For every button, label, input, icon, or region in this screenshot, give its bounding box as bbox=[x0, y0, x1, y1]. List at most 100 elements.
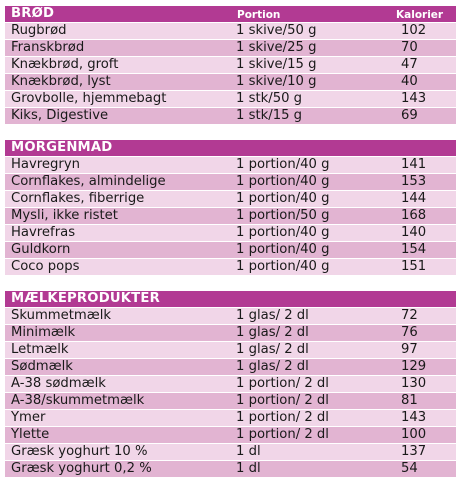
portion-size: 1 portion/40 g bbox=[236, 259, 330, 274]
calorie-value: 137 bbox=[401, 444, 427, 459]
portion-size: 1 portion/50 g bbox=[236, 208, 330, 223]
portion-size: 1 skive/15 g bbox=[236, 57, 317, 72]
food-name: Cornflakes, almindelige bbox=[11, 174, 166, 189]
portion-size: 1 glas/ 2 dl bbox=[236, 308, 309, 323]
table-row: Coco pops 1 portion/40 g 151 bbox=[5, 259, 456, 276]
table-row: Græsk yoghurt 0,2 % 1 dl 54 bbox=[5, 461, 456, 478]
portion-size: 1 portion/ 2 dl bbox=[236, 393, 329, 408]
food-name: Franskbrød bbox=[11, 40, 85, 55]
portion-size: 1 portion/ 2 dl bbox=[236, 410, 329, 425]
table-row: Kiks, Digestive 1 stk/15 g 69 bbox=[5, 108, 456, 125]
portion-size: 1 portion/40 g bbox=[236, 242, 330, 257]
calorie-value: 154 bbox=[401, 242, 427, 257]
section-header: MÆLKEPRODUKTER bbox=[5, 291, 456, 308]
food-name: Cornflakes, fiberrige bbox=[11, 191, 145, 206]
table-row: A-38/skummetmælk 1 portion/ 2 dl 81 bbox=[5, 393, 456, 410]
table-row: Græsk yoghurt 10 % 1 dl 137 bbox=[5, 444, 456, 461]
calories-column-header: Kalorier bbox=[396, 9, 444, 21]
food-name: Skummetmælk bbox=[11, 308, 112, 323]
food-name: Kiks, Digestive bbox=[11, 108, 109, 123]
calorie-value: 54 bbox=[401, 461, 418, 476]
section-morgenmad: MORGENMAD Havregryn 1 portion/40 g 141 C… bbox=[5, 140, 456, 276]
table-row: Sødmælk 1 glas/ 2 dl 129 bbox=[5, 359, 456, 376]
food-name: Havrefras bbox=[11, 225, 76, 240]
table-row: Havregryn 1 portion/40 g 141 bbox=[5, 157, 456, 174]
portion-size: 1 skive/25 g bbox=[236, 40, 317, 55]
calorie-value: 40 bbox=[401, 74, 418, 89]
calorie-value: 102 bbox=[401, 23, 427, 38]
table-row: Franskbrød 1 skive/25 g 70 bbox=[5, 40, 456, 57]
calorie-value: 100 bbox=[401, 427, 427, 442]
food-name: Ylette bbox=[11, 427, 50, 442]
section-title: MORGENMAD bbox=[11, 140, 113, 155]
calorie-value: 151 bbox=[401, 259, 427, 274]
section-maelkeprodukter: MÆLKEPRODUKTER Skummetmælk 1 glas/ 2 dl … bbox=[5, 291, 456, 478]
calorie-value: 143 bbox=[401, 91, 427, 106]
portion-size: 1 glas/ 2 dl bbox=[236, 342, 309, 357]
food-name: Græsk yoghurt 10 % bbox=[11, 444, 148, 459]
table-row: Rugbrød 1 skive/50 g 102 bbox=[5, 23, 456, 40]
table-row: Knækbrød, lyst 1 skive/10 g 40 bbox=[5, 74, 456, 91]
table-row: Mysli, ikke ristet 1 portion/50 g 168 bbox=[5, 208, 456, 225]
portion-size: 1 stk/15 g bbox=[236, 108, 303, 123]
food-name: Guldkorn bbox=[11, 242, 71, 257]
portion-size: 1 portion/40 g bbox=[236, 191, 330, 206]
portion-size: 1 portion/ 2 dl bbox=[236, 376, 329, 391]
portion-size: 1 glas/ 2 dl bbox=[236, 359, 309, 374]
portion-size: 1 glas/ 2 dl bbox=[236, 325, 309, 340]
calorie-value: 141 bbox=[401, 157, 427, 172]
calorie-value: 81 bbox=[401, 393, 418, 408]
calorie-value: 47 bbox=[401, 57, 418, 72]
table-row: A-38 sødmælk 1 portion/ 2 dl 130 bbox=[5, 376, 456, 393]
portion-size: 1 portion/40 g bbox=[236, 157, 330, 172]
food-name: A-38/skummetmælk bbox=[11, 393, 145, 408]
food-name: Coco pops bbox=[11, 259, 80, 274]
food-name: Havregryn bbox=[11, 157, 81, 172]
portion-size: 1 portion/40 g bbox=[236, 225, 330, 240]
table-row: Havrefras 1 portion/40 g 140 bbox=[5, 225, 456, 242]
portion-size: 1 dl bbox=[236, 444, 261, 459]
calorie-value: 69 bbox=[401, 108, 418, 123]
portion-size: 1 skive/10 g bbox=[236, 74, 317, 89]
table-row: Cornflakes, almindelige 1 portion/40 g 1… bbox=[5, 174, 456, 191]
calorie-value: 72 bbox=[401, 308, 418, 323]
table-row: Guldkorn 1 portion/40 g 154 bbox=[5, 242, 456, 259]
portion-size: 1 skive/50 g bbox=[236, 23, 317, 38]
table-row: Ymer 1 portion/ 2 dl 143 bbox=[5, 410, 456, 427]
portion-size: 1 stk/50 g bbox=[236, 91, 303, 106]
calorie-value: 130 bbox=[401, 376, 427, 391]
calorie-value: 153 bbox=[401, 174, 427, 189]
portion-size: 1 portion/ 2 dl bbox=[236, 427, 329, 442]
food-name: A-38 sødmælk bbox=[11, 376, 106, 391]
food-name: Knækbrød, groft bbox=[11, 57, 119, 72]
section-title: BRØD bbox=[11, 6, 55, 21]
table-row: Minimælk 1 glas/ 2 dl 76 bbox=[5, 325, 456, 342]
table-row: Skummetmælk 1 glas/ 2 dl 72 bbox=[5, 308, 456, 325]
calorie-value: 143 bbox=[401, 410, 427, 425]
section-header: MORGENMAD bbox=[5, 140, 456, 157]
table-row: Ylette 1 portion/ 2 dl 100 bbox=[5, 427, 456, 444]
food-name: Letmælk bbox=[11, 342, 69, 357]
portion-column-header: Portion bbox=[237, 9, 281, 21]
section-title: MÆLKEPRODUKTER bbox=[11, 291, 160, 306]
food-name: Knækbrød, lyst bbox=[11, 74, 111, 89]
calorie-value: 70 bbox=[401, 40, 418, 55]
food-name: Grovbolle, hjemmebagt bbox=[11, 91, 167, 106]
food-name: Mysli, ikke ristet bbox=[11, 208, 118, 223]
table-row: Knækbrød, groft 1 skive/15 g 47 bbox=[5, 57, 456, 74]
section-brod: BRØD Portion Kalorier Rugbrød 1 skive/50… bbox=[5, 6, 456, 125]
calorie-value: 140 bbox=[401, 225, 427, 240]
section-header: BRØD Portion Kalorier bbox=[5, 6, 456, 23]
calorie-value: 76 bbox=[401, 325, 418, 340]
food-name: Rugbrød bbox=[11, 23, 67, 38]
calorie-value: 144 bbox=[401, 191, 427, 206]
food-name: Minimælk bbox=[11, 325, 76, 340]
table-row: Grovbolle, hjemmebagt 1 stk/50 g 143 bbox=[5, 91, 456, 108]
calorie-value: 129 bbox=[401, 359, 427, 374]
table-row: Cornflakes, fiberrige 1 portion/40 g 144 bbox=[5, 191, 456, 208]
portion-size: 1 dl bbox=[236, 461, 261, 476]
food-name: Græsk yoghurt 0,2 % bbox=[11, 461, 152, 476]
table-row: Letmælk 1 glas/ 2 dl 97 bbox=[5, 342, 456, 359]
calorie-value: 168 bbox=[401, 208, 427, 223]
